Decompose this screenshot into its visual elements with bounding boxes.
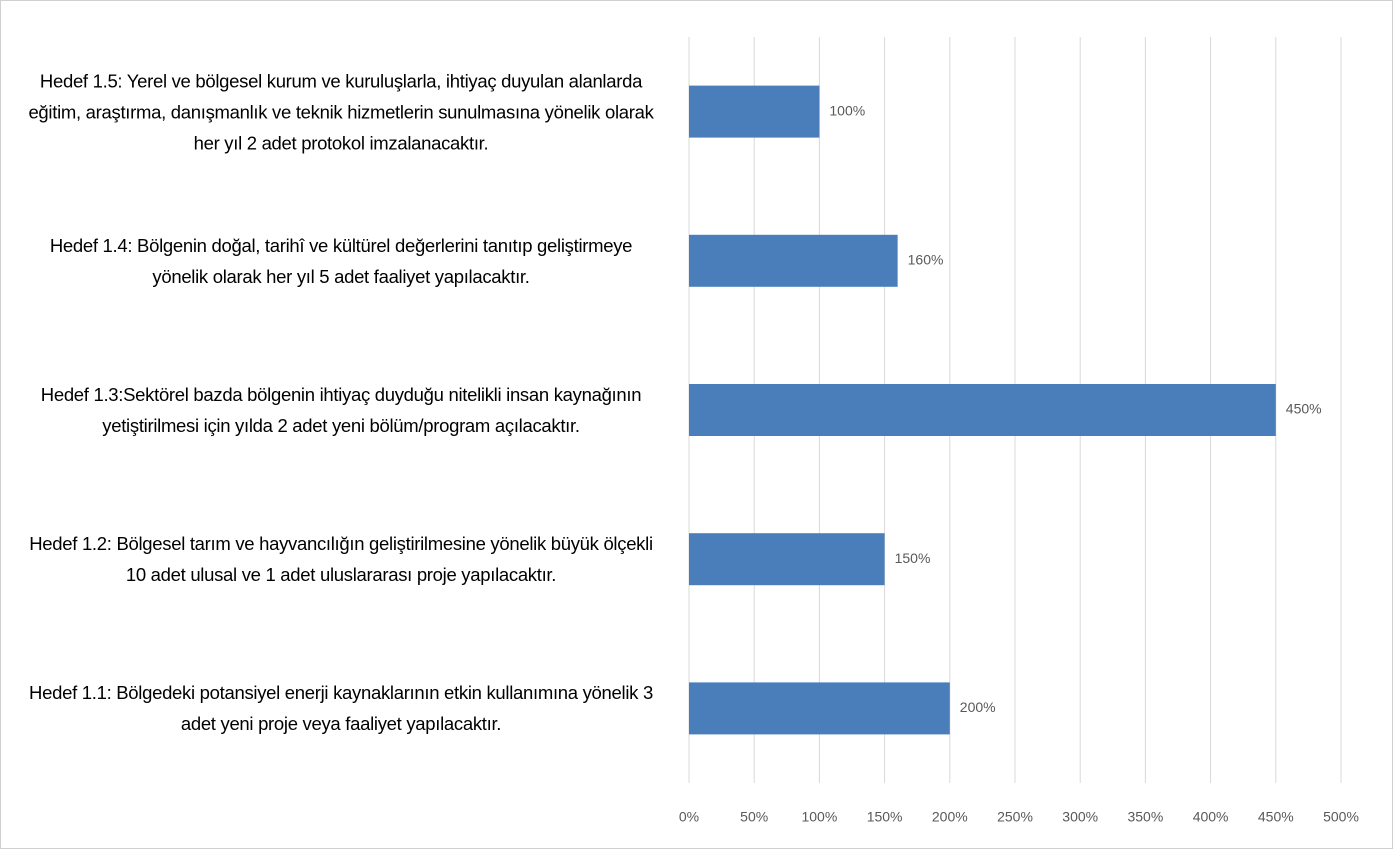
- data-label: 150%: [895, 550, 931, 566]
- category-label: Hedef 1.1: Bölgedeki potansiyel enerji k…: [29, 682, 653, 735]
- x-tick-label: 250%: [997, 809, 1033, 825]
- bar: [689, 384, 1276, 436]
- category-label: Hedef 1.5: Yerel ve bölgesel kurum ve ku…: [28, 70, 654, 154]
- data-label: 200%: [960, 699, 996, 715]
- x-tick-label: 50%: [740, 809, 768, 825]
- x-tick-label: 450%: [1258, 809, 1294, 825]
- x-tick-label: 350%: [1127, 809, 1163, 825]
- data-label: 100%: [829, 102, 865, 118]
- bar: [689, 234, 898, 287]
- x-tick-label: 500%: [1323, 809, 1359, 825]
- x-tick-label: 100%: [801, 809, 837, 825]
- category-label: Hedef 1.2: Bölgesel tarım ve hayvancılığ…: [29, 533, 653, 586]
- bar: [689, 533, 885, 586]
- data-label: 160%: [908, 252, 944, 268]
- x-tick-label: 200%: [932, 809, 968, 825]
- data-label: 450%: [1286, 401, 1322, 417]
- category-label: Hedef 1.3:Sektörel bazda bölgenin ihtiya…: [40, 384, 642, 436]
- category-label: Hedef 1.4: Bölgenin doğal, tarihî ve kül…: [49, 234, 633, 287]
- bar: [689, 682, 950, 735]
- x-tick-label: 0%: [679, 809, 699, 825]
- bar: [689, 85, 820, 138]
- x-tick-label: 300%: [1062, 809, 1098, 825]
- x-tick-label: 150%: [867, 809, 903, 825]
- x-tick-label: 400%: [1193, 809, 1229, 825]
